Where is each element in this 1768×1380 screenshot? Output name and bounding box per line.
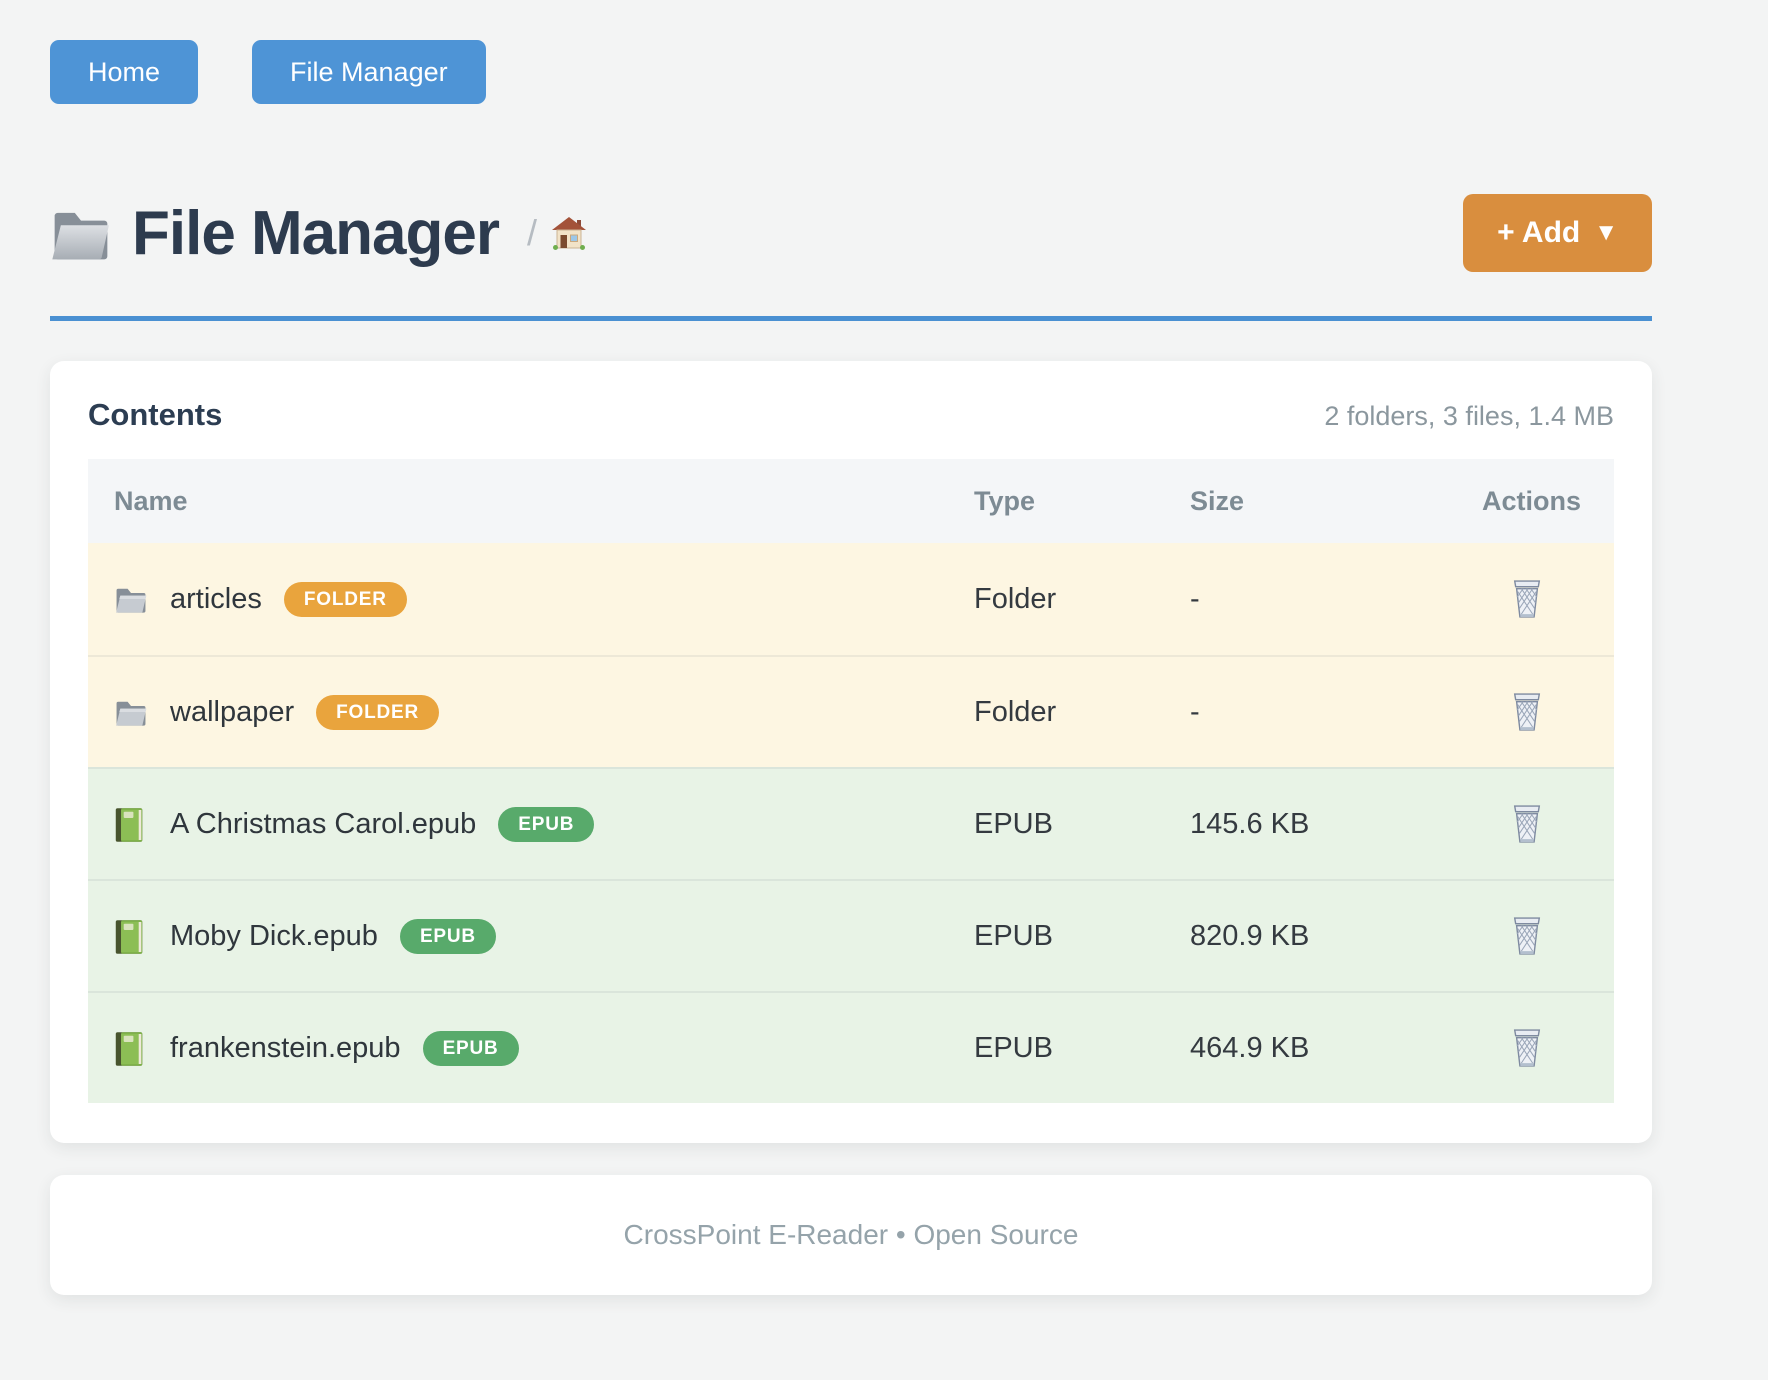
trash-icon	[1513, 693, 1541, 731]
breadcrumb-separator: /	[527, 212, 538, 253]
table-row[interactable]: wallpaper FOLDER Folder -	[88, 655, 1614, 767]
file-name[interactable]: A Christmas Carol.epub	[170, 807, 477, 840]
size-value: 145.6 KB	[1190, 807, 1310, 840]
file-name[interactable]: articles	[170, 582, 262, 615]
book-icon	[114, 807, 148, 842]
type-value: Folder	[974, 695, 1057, 728]
breadcrumb: /	[527, 212, 587, 254]
type-badge: FOLDER	[283, 581, 407, 617]
folder-icon	[114, 695, 148, 729]
trash-icon	[1513, 917, 1541, 955]
table-row[interactable]: frankenstein.epub EPUB EPUB 464.9 KB	[88, 991, 1614, 1103]
size-value: 820.9 KB	[1190, 919, 1310, 952]
book-icon	[114, 1031, 148, 1066]
type-value: EPUB	[974, 1031, 1053, 1064]
table-row[interactable]: articles FOLDER Folder -	[88, 543, 1614, 655]
book-icon	[114, 919, 148, 954]
column-header-size: Size	[1190, 485, 1245, 516]
size-value: -	[1190, 695, 1200, 728]
column-header-type: Type	[974, 485, 1036, 516]
size-value: -	[1190, 582, 1200, 615]
delete-button[interactable]	[1510, 804, 1544, 844]
type-badge: EPUB	[399, 918, 496, 954]
file-name[interactable]: wallpaper	[170, 695, 295, 728]
page-title: File Manager	[132, 198, 500, 268]
file-name[interactable]: frankenstein.epub	[170, 1031, 401, 1064]
delete-button[interactable]	[1510, 916, 1544, 956]
table-body: articles FOLDER Folder -	[88, 543, 1614, 1103]
contents-summary: 2 folders, 3 files, 1.4 MB	[1324, 401, 1614, 431]
table-row[interactable]: Moby Dick.epub EPUB EPUB 820.9 KB	[88, 879, 1614, 991]
nav-home-button[interactable]: Home	[50, 40, 199, 104]
type-value: Folder	[974, 582, 1057, 615]
table-header-row: Name Type Size Actions	[88, 459, 1614, 543]
type-badge: EPUB	[422, 1030, 519, 1066]
column-header-name: Name	[114, 485, 188, 516]
delete-button[interactable]	[1510, 692, 1544, 732]
contents-card: Contents 2 folders, 3 files, 1.4 MB Name…	[50, 361, 1652, 1143]
type-badge: FOLDER	[316, 694, 440, 730]
footer-card: CrossPoint E-Reader • Open Source	[50, 1175, 1652, 1295]
folder-icon	[52, 212, 109, 260]
table-row[interactable]: A Christmas Carol.epub EPUB EPUB 145.6 K…	[88, 767, 1614, 879]
file-table: Name Type Size Actions articles FOLDER F…	[88, 459, 1614, 1103]
folder-icon	[114, 582, 148, 616]
contents-title: Contents	[88, 397, 223, 432]
top-nav: Home File Manager	[50, 40, 1652, 104]
page-header: File Manager / + Add ▼	[50, 194, 1652, 272]
delete-button[interactable]	[1510, 1028, 1544, 1068]
add-button[interactable]: + Add ▼	[1463, 194, 1652, 272]
title-underline	[50, 316, 1652, 321]
trash-icon	[1513, 1029, 1541, 1067]
trash-icon	[1513, 805, 1541, 843]
home-icon[interactable]	[551, 216, 587, 250]
column-header-actions: Actions	[1482, 485, 1582, 516]
type-value: EPUB	[974, 919, 1053, 952]
chevron-down-icon: ▼	[1594, 219, 1618, 246]
type-badge: EPUB	[498, 806, 595, 842]
page: Home File Manager File Manager /	[50, 0, 1652, 1295]
type-value: EPUB	[974, 807, 1053, 840]
size-value: 464.9 KB	[1190, 1031, 1310, 1064]
footer-text: CrossPoint E-Reader • Open Source	[623, 1219, 1079, 1250]
nav-file-manager-button[interactable]: File Manager	[252, 40, 486, 104]
trash-icon	[1513, 580, 1541, 618]
delete-button[interactable]	[1510, 579, 1544, 619]
add-button-label: + Add	[1497, 216, 1581, 249]
file-name[interactable]: Moby Dick.epub	[170, 919, 378, 952]
